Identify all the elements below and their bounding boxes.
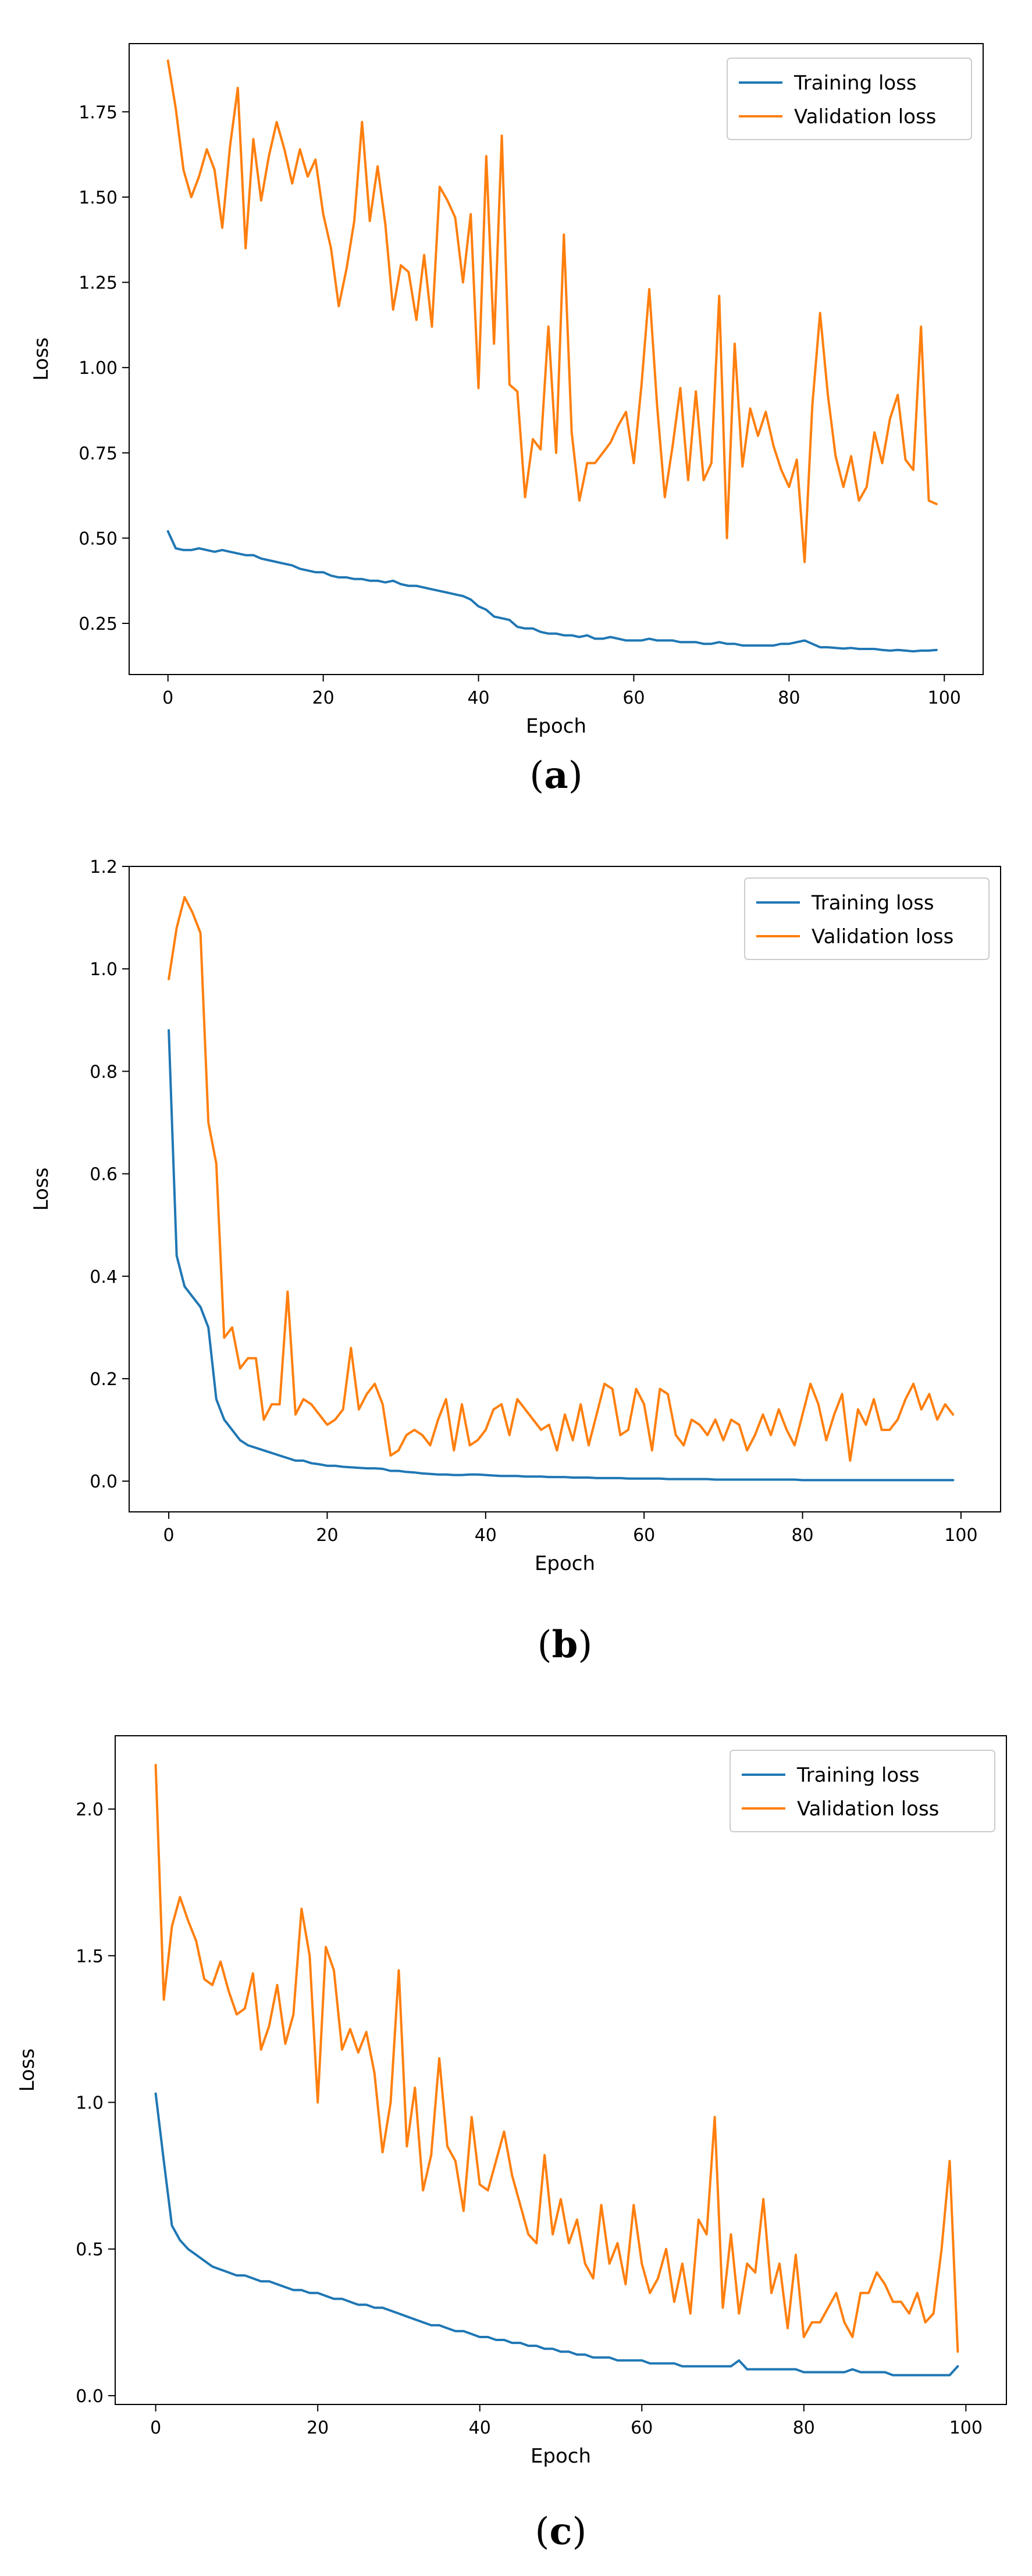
- y-axis-label: Loss: [30, 337, 53, 381]
- x-axis-label: Epoch: [526, 715, 586, 738]
- x-tick-label: 60: [631, 2418, 653, 2438]
- y-tick-label: 0.2: [90, 1369, 118, 1390]
- caption-letter: c: [550, 2510, 572, 2553]
- x-tick-label: 40: [475, 1525, 497, 1546]
- legend-box: [744, 877, 990, 960]
- x-tick-label: 80: [793, 2418, 815, 2438]
- legend-box: [727, 58, 972, 140]
- x-tick-label: 0: [150, 2418, 161, 2438]
- validation-loss-line: [166, 59, 938, 563]
- caption-close: ): [568, 754, 583, 797]
- x-tick-label: 100: [949, 2418, 983, 2438]
- y-tick-label: 0.0: [90, 1472, 118, 1492]
- panel-caption: (c): [535, 2510, 587, 2553]
- chart-panel-a: 0 20 40 60 80 100 0.25 0.50 0.75 1.00 1.25 1.50 1.75…: [30, 43, 984, 738]
- x-tick-label: 40: [469, 2418, 491, 2438]
- x-tick-label: 60: [633, 1525, 655, 1546]
- legend-label: Training loss: [796, 1764, 920, 1787]
- x-axis-label: Epoch: [535, 1552, 595, 1575]
- y-tick-label: 0.75: [79, 444, 118, 464]
- training-loss-line: [168, 1029, 955, 1482]
- legend-label: Validation loss: [812, 925, 953, 948]
- y-tick-label: 1.5: [76, 1946, 104, 1967]
- caption-open: (: [538, 1624, 552, 1667]
- x-tick-label: 20: [307, 2418, 329, 2438]
- training-loss-line: [166, 530, 938, 653]
- validation-loss-line: [168, 895, 955, 1462]
- training-loss-line: [154, 2092, 959, 2377]
- legend: Training loss Validation loss: [729, 1750, 995, 1832]
- y-tick-label: 1.25: [79, 273, 118, 294]
- y-axis-label: Loss: [16, 2049, 39, 2092]
- y-tick-label: 0.50: [79, 529, 118, 549]
- y-tick-label: 1.50: [79, 188, 118, 208]
- caption-letter: a: [544, 754, 568, 797]
- x-tick-label: 40: [467, 688, 489, 708]
- caption-close: ): [572, 2510, 586, 2553]
- x-tick-label: 100: [928, 688, 961, 708]
- plot-frame: [129, 866, 1001, 1512]
- caption-close: ): [578, 1624, 592, 1667]
- y-tick-label: 1.0: [76, 2093, 104, 2113]
- y-tick-label: 1.75: [79, 102, 118, 123]
- panel-caption: (a): [529, 754, 582, 797]
- y-tick-label: 0.4: [90, 1267, 118, 1287]
- x-tick-label: 60: [622, 688, 645, 708]
- x-tick-label: 80: [791, 1525, 813, 1546]
- chart-panel-c: 0 20 40 60 80 100 0.0 0.5 1.0 1.5 2.0 Epoch Loss Trai…: [16, 1735, 1007, 2468]
- legend-label: Training loss: [793, 72, 917, 95]
- y-axis-label: Loss: [30, 1168, 53, 1211]
- legend: Training loss Validation loss: [744, 877, 990, 960]
- y-tick-label: 0.5: [76, 2240, 104, 2260]
- chart-panel-b: 0 20 40 60 80 100 0.0 0.2 0.4 0.6 0.8 1.0 1.2 Epoch Lo…: [30, 857, 1001, 1575]
- x-axis-label: Epoch: [531, 2445, 591, 2468]
- validation-loss-line: [154, 1764, 959, 2353]
- y-tick-label: 0.6: [90, 1165, 118, 1185]
- plot-frame: [115, 1735, 1007, 2405]
- y-tick-label: 0.25: [79, 614, 118, 634]
- legend-label: Training loss: [811, 891, 934, 915]
- x-tick-label: 20: [312, 688, 334, 708]
- x-tick-label: 100: [944, 1525, 977, 1546]
- y-tick-label: 0.8: [90, 1062, 118, 1082]
- caption-open: (: [529, 754, 544, 797]
- caption-letter: b: [552, 1623, 578, 1667]
- plot-frame: [129, 43, 984, 675]
- legend-box: [729, 1750, 995, 1832]
- caption-open: (: [535, 2510, 550, 2553]
- legend-label: Validation loss: [794, 105, 936, 129]
- panel-caption: (b): [538, 1623, 593, 1667]
- y-tick-label: 2.0: [76, 1800, 104, 1820]
- x-tick-label: 0: [162, 688, 173, 708]
- legend: Training loss Validation loss: [727, 58, 972, 140]
- y-tick-label: 1.0: [90, 959, 118, 980]
- x-tick-label: 0: [163, 1525, 175, 1546]
- y-tick-label: 1.00: [79, 358, 118, 379]
- y-tick-label: 0.0: [76, 2386, 104, 2407]
- x-tick-label: 80: [778, 688, 800, 708]
- x-tick-label: 20: [316, 1525, 338, 1546]
- y-tick-label: 1.2: [90, 857, 118, 877]
- legend-label: Validation loss: [797, 1797, 939, 1821]
